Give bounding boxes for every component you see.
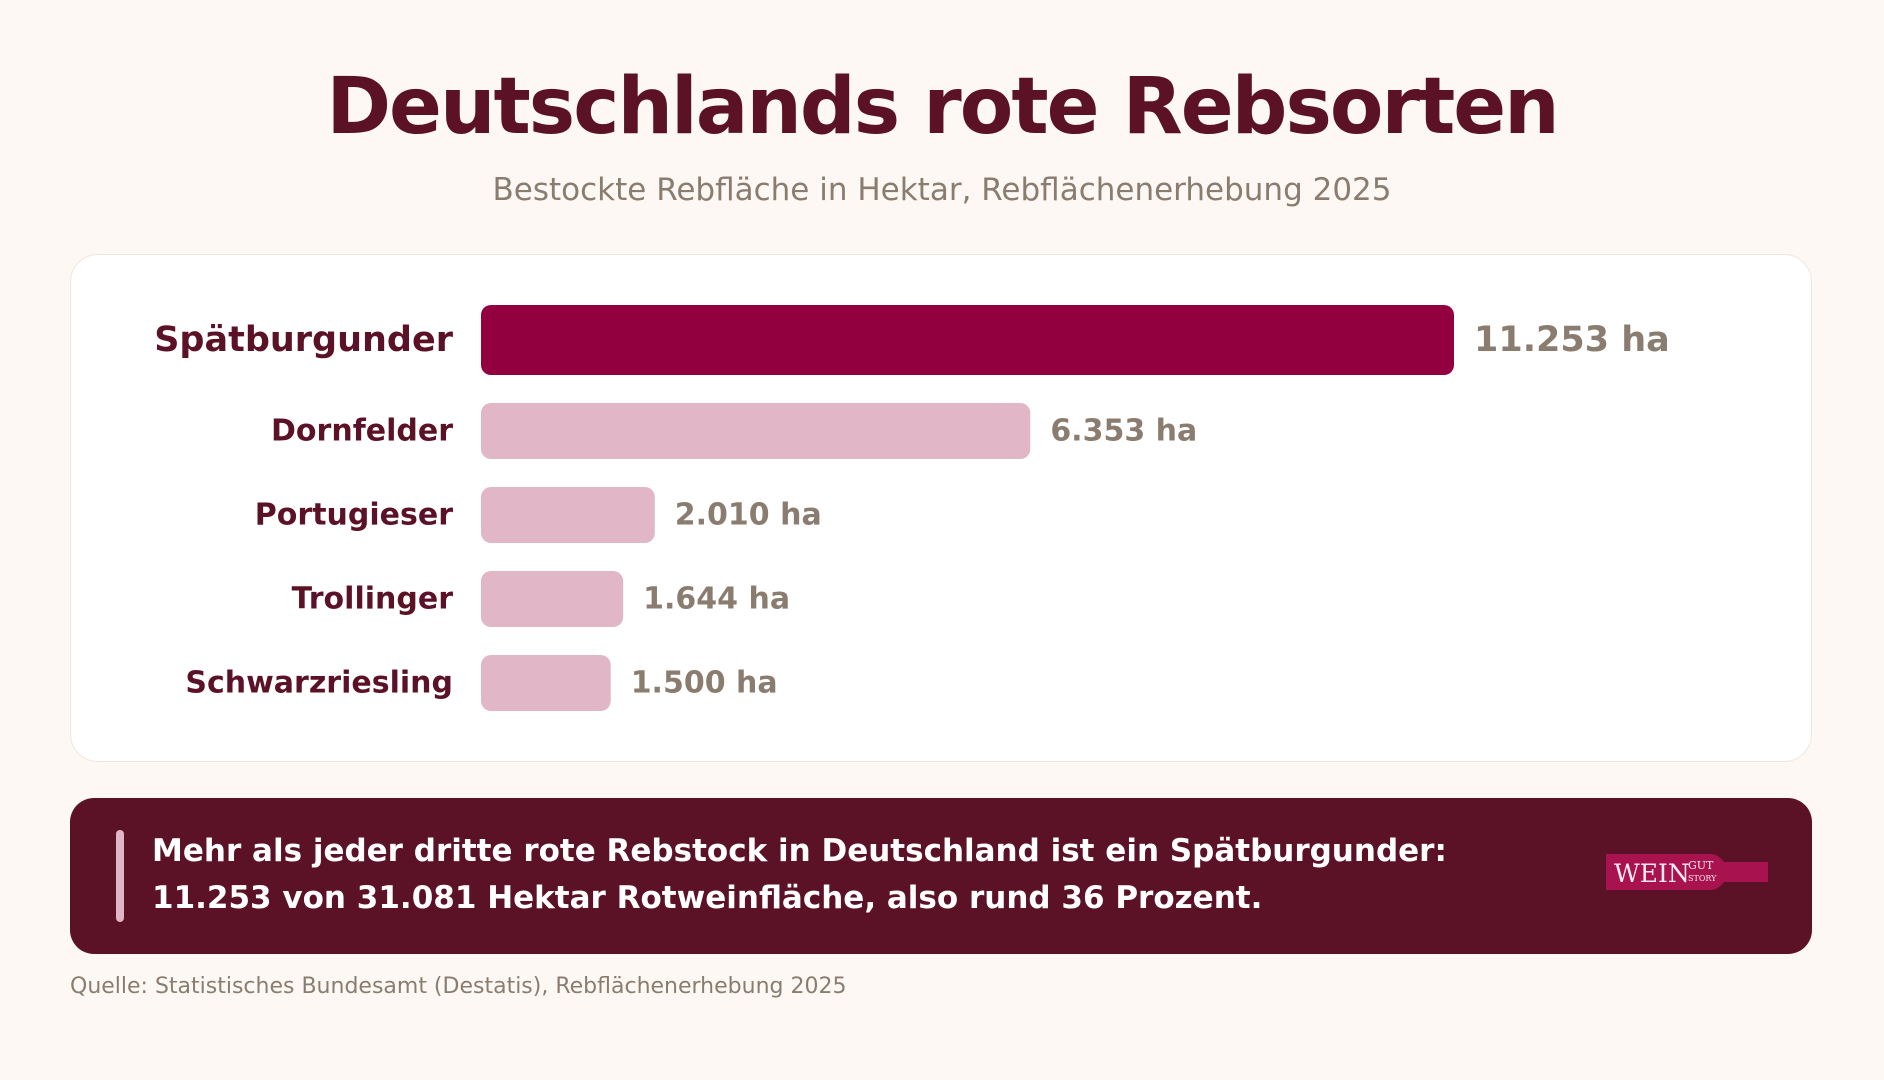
value-label: 6.353 ha (1050, 414, 1197, 449)
chart-subtitle: Bestockte Rebfläche in Hektar, Rebfläche… (492, 172, 1392, 208)
chart-title: Deutschlands rote Rebsorten (326, 62, 1559, 152)
bar (481, 571, 624, 627)
logo-word: WEIN (1614, 859, 1690, 888)
value-label: 2.010 ha (675, 498, 822, 533)
bar (481, 487, 655, 543)
chart-card: Spätburgunder 11.253 ha Dornfelder 6.353 ha… (70, 254, 1812, 762)
bar-highlight (481, 305, 1454, 375)
category-label: Spätburgunder (154, 320, 454, 360)
category-label: Trollinger (292, 582, 454, 617)
bar (481, 655, 611, 711)
bar-chart: Spätburgunder 11.253 ha Dornfelder 6.353 ha… (154, 305, 1670, 711)
value-label: 11.253 ha (1474, 320, 1670, 360)
value-label: 1.500 ha (631, 666, 778, 701)
category-label: Schwarzriesling (185, 666, 453, 701)
category-label: Portugieser (255, 498, 453, 533)
insight-accent-bar (116, 830, 124, 922)
source-note: Quelle: Statistisches Bundesamt (Destati… (70, 974, 847, 999)
bottle-shape-icon (1606, 854, 1768, 890)
bar (481, 403, 1031, 459)
category-label: Dornfelder (271, 414, 453, 449)
logo-small-top: GUT (1688, 859, 1714, 872)
weingut-story-logo: WEIN GUT STORY (1606, 854, 1768, 890)
insight-text: Mehr als jeder dritte rote Rebstock in D… (152, 833, 1447, 916)
value-label: 1.644 ha (643, 582, 790, 617)
insight-box: Mehr als jeder dritte rote Rebstock in D… (70, 798, 1812, 954)
logo-small-bottom: STORY (1688, 874, 1717, 883)
